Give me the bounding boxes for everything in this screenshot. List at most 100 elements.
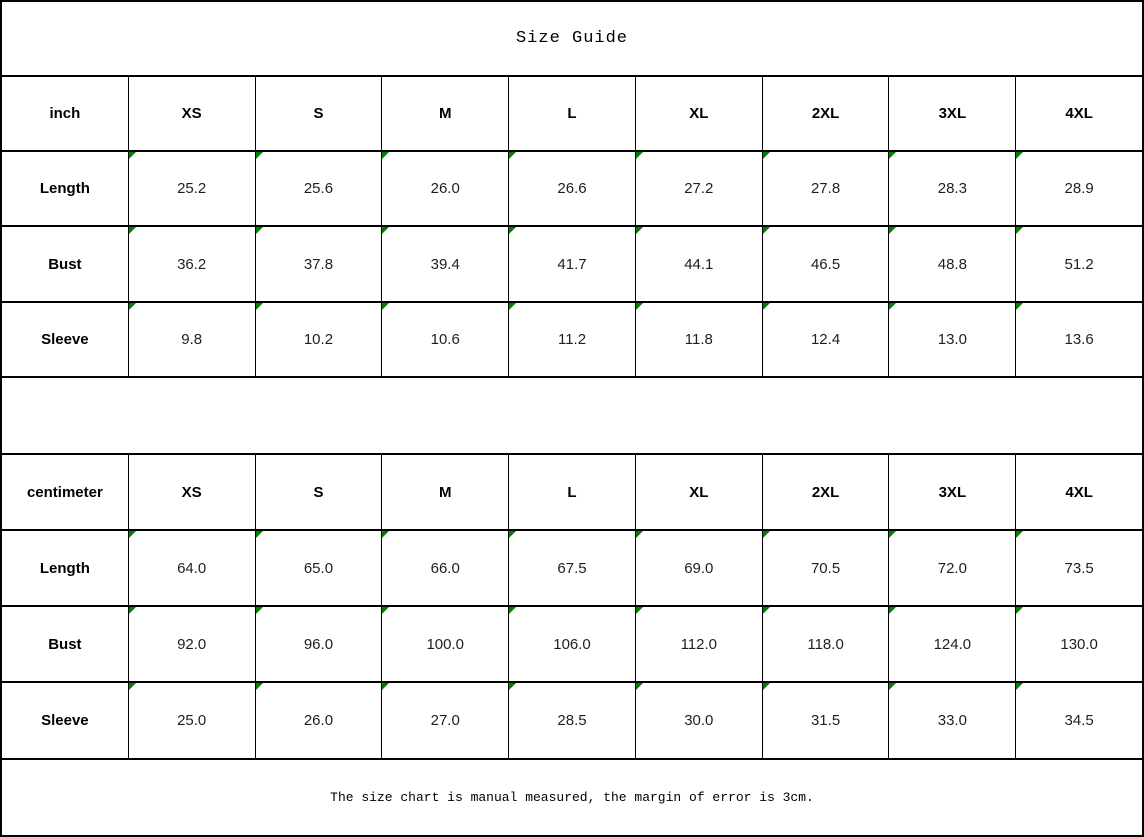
size-value: 10.2	[303, 331, 334, 348]
size-value-cell: 13.6	[1015, 303, 1142, 376]
size-value: 65.0	[303, 559, 334, 577]
cell-flag-icon	[128, 531, 136, 538]
size-value: 33.0	[937, 712, 967, 729]
unit-label-centimeter: centimeter	[26, 483, 103, 501]
cell-flag-icon	[762, 227, 770, 234]
size-value: 36.2	[177, 255, 207, 273]
cell-flag-icon	[1016, 531, 1024, 538]
size-value: 124.0	[933, 635, 972, 653]
size-value: 28.9	[1064, 180, 1094, 197]
cell-flag-icon	[128, 227, 136, 234]
size-value-cell: 26.0	[254, 683, 382, 758]
size-value: 26.0	[430, 180, 460, 197]
size-value: 37.8	[303, 255, 334, 273]
size-value-cell: 96.0	[254, 607, 382, 681]
size-value-cell: 11.2	[508, 303, 635, 376]
column-header-4xl: 4XL	[1015, 455, 1142, 529]
spacer-row	[2, 378, 1142, 455]
size-value: 72.0	[937, 559, 967, 577]
size-value: 25.2	[177, 180, 207, 197]
size-value-cell: 66.0	[381, 531, 508, 605]
table-row-bust-cm: Bust 92.0 96.0 100.0 106.0 112.0 118.0 1…	[2, 607, 1142, 683]
cell-flag-icon	[762, 531, 770, 538]
cell-flag-icon	[382, 303, 390, 310]
size-value: 10.6	[430, 331, 460, 348]
size-value-cell: 46.5	[761, 227, 889, 301]
row-label: Length	[39, 180, 90, 197]
table-row-length-inch: Length 25.2 25.6 26.0 26.6 27.2 27.8 28.…	[2, 152, 1142, 227]
cell-flag-icon	[635, 531, 643, 538]
size-value-cell: 51.2	[1015, 227, 1142, 301]
size-value: 51.2	[1064, 255, 1094, 273]
size-value-cell: 28.5	[508, 683, 635, 758]
size-value: 112.0	[680, 635, 718, 653]
centimeter-header-row: centimeter XS S M L XL 2XL 3XL 4XL	[2, 455, 1142, 531]
column-header-xl: XL	[634, 455, 762, 529]
size-value-cell: 12.4	[761, 303, 889, 376]
size-value-cell: 48.8	[888, 227, 1015, 301]
size-value: 11.2	[557, 331, 587, 348]
size-value: 34.5	[1064, 712, 1094, 729]
cell-flag-icon	[635, 607, 643, 614]
size-value-cell: 65.0	[254, 531, 382, 605]
measurement-note: The size chart is manual measured, the m…	[330, 790, 814, 805]
size-value: 44.1	[684, 255, 714, 273]
cell-flag-icon	[255, 683, 263, 690]
column-header-4xl: 4XL	[1015, 77, 1142, 150]
cell-flag-icon	[889, 607, 897, 614]
size-value-cell: 28.9	[1015, 152, 1142, 225]
size-value-cell: 25.6	[254, 152, 382, 225]
size-value: 28.3	[937, 180, 967, 197]
size-value-cell: 31.5	[761, 683, 889, 758]
size-value: 48.8	[937, 255, 967, 273]
size-value: 69.0	[684, 559, 714, 577]
size-value: 130.0	[1060, 635, 1098, 653]
size-value-cell: 112.0	[634, 607, 762, 681]
column-header-l: L	[508, 455, 635, 529]
size-value-cell: 100.0	[381, 607, 508, 681]
cell-flag-icon	[382, 227, 390, 234]
cell-flag-icon	[762, 303, 770, 310]
size-value: 27.8	[810, 180, 841, 197]
column-header-m: M	[381, 77, 508, 150]
size-value-cell: 28.3	[888, 152, 1015, 225]
size-value: 118.0	[807, 635, 844, 653]
row-label: Sleeve	[41, 712, 89, 729]
size-value-cell: 10.6	[381, 303, 508, 376]
size-value-cell: 11.8	[634, 303, 762, 376]
size-value: 25.0	[177, 712, 207, 729]
size-value-cell: 26.6	[508, 152, 635, 225]
row-label: Sleeve	[41, 331, 89, 348]
size-value-cell: 27.0	[381, 683, 508, 758]
inch-header-row: inch XS S M L XL 2XL 3XL 4XL	[2, 77, 1142, 152]
column-header-xs: XS	[127, 455, 255, 529]
size-value-cell: 39.4	[381, 227, 508, 301]
size-value-cell: 72.0	[888, 531, 1015, 605]
cell-flag-icon	[128, 303, 136, 310]
size-value-cell: 41.7	[508, 227, 635, 301]
size-value: 64.0	[177, 559, 207, 577]
size-value-cell: 36.2	[127, 227, 255, 301]
size-value-cell: 70.5	[761, 531, 889, 605]
cell-flag-icon	[889, 152, 897, 159]
row-label: Bust	[48, 635, 82, 653]
size-value: 66.0	[430, 559, 460, 577]
size-value-cell: 27.8	[761, 152, 889, 225]
footer-row: The size chart is manual measured, the m…	[2, 760, 1142, 835]
size-value-cell: 10.2	[254, 303, 382, 376]
size-value-cell: 33.0	[888, 683, 1015, 758]
column-header-2xl: 2XL	[761, 455, 889, 529]
cell-flag-icon	[1016, 152, 1024, 159]
row-label: Bust	[48, 255, 82, 273]
cell-flag-icon	[509, 303, 517, 310]
table-row-sleeve-inch: Sleeve 9.8 10.2 10.6 11.2 11.8 12.4 13.0…	[2, 303, 1142, 378]
cell-flag-icon	[509, 152, 517, 159]
cell-flag-icon	[762, 152, 770, 159]
size-value-cell: 30.0	[634, 683, 762, 758]
cell-flag-icon	[382, 607, 390, 614]
size-value-cell: 124.0	[888, 607, 1015, 681]
size-value: 13.6	[1064, 331, 1094, 348]
size-value: 30.0	[684, 712, 714, 729]
size-value-cell: 34.5	[1015, 683, 1142, 758]
